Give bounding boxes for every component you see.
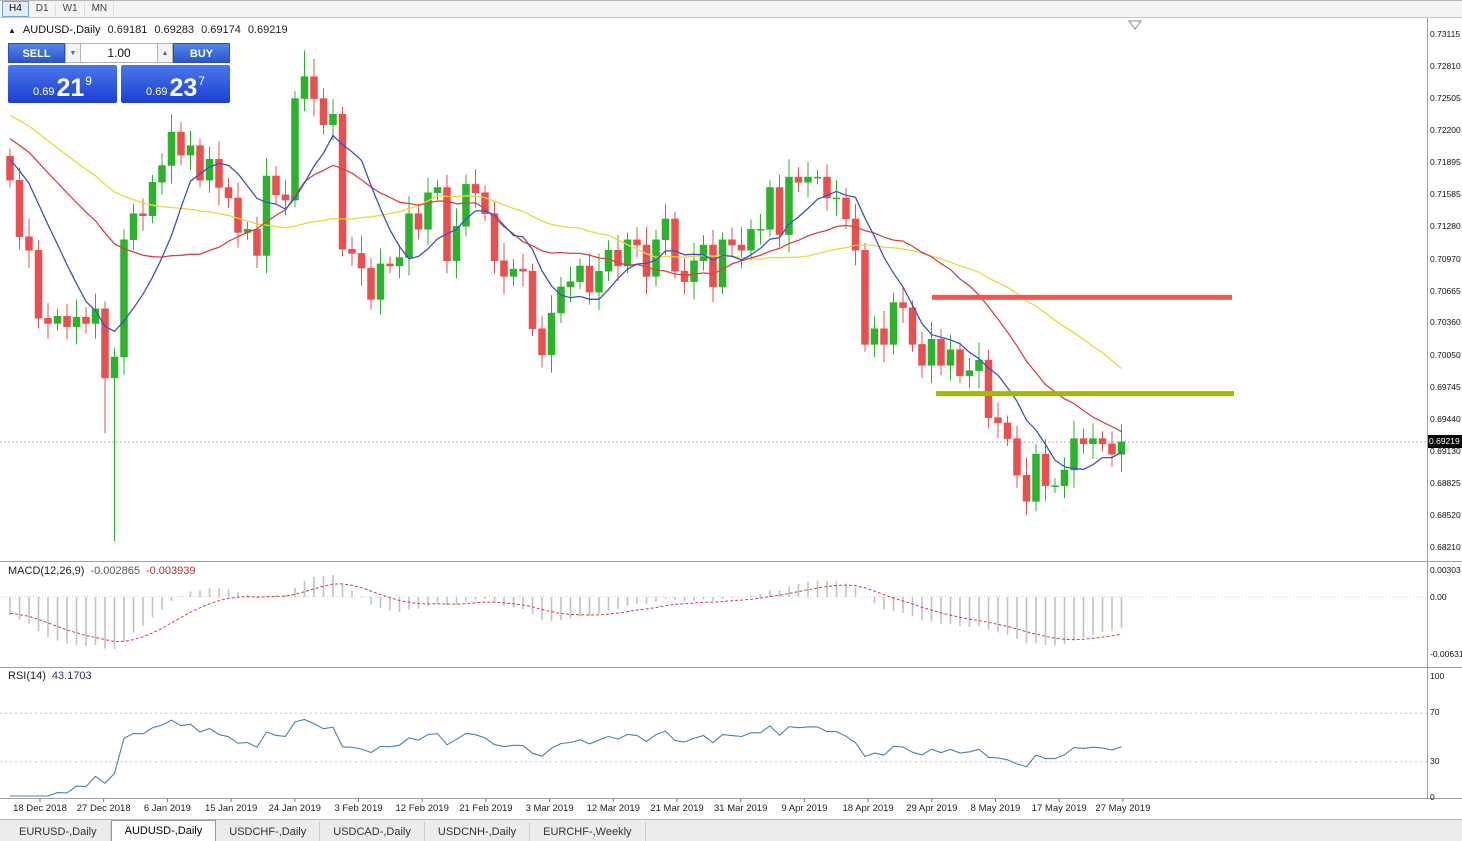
time-axis-label: 27 Dec 2018 <box>76 803 131 814</box>
time-axis-label: 15 Jan 2019 <box>204 803 258 814</box>
time-axis-label: 21 Mar 2019 <box>650 803 704 814</box>
time-axis-label: 12 Feb 2019 <box>395 803 449 814</box>
macd-signal-line <box>9 583 1122 643</box>
candles-group <box>6 50 1126 542</box>
symbol-title: AUDUSD-,Daily <box>22 24 101 36</box>
time-axis-label: 18 Dec 2018 <box>13 803 67 814</box>
ma-mid-red <box>9 138 1122 433</box>
chart-shift-marker-icon <box>1128 20 1142 30</box>
price-axis-label: 0.70050 <box>1430 349 1461 360</box>
chart-marker-icon: ▲ <box>8 25 16 35</box>
macd-indicator-label: MACD(12,26,9) -0.002865 -0.003939 <box>8 565 196 577</box>
timeframe-h4[interactable]: H4 <box>2 1 29 17</box>
sell-button[interactable]: SELL <box>8 43 65 63</box>
timeframe-w1[interactable]: W1 <box>56 1 85 17</box>
sell-quote-button[interactable]: 0.69 21 9 <box>8 65 117 103</box>
tab-audusd-daily[interactable]: AUDUSD-,Daily <box>110 820 217 841</box>
tab-eurchf-weekly[interactable]: EURCHF-,Weekly <box>530 822 646 841</box>
time-axis-label: 21 Feb 2019 <box>459 803 513 814</box>
price-axis-label: 0.70970 <box>1430 253 1461 264</box>
ma-slow-yellow <box>9 114 1122 370</box>
buy-price-point: 7 <box>198 74 205 88</box>
time-axis-label: 29 Apr 2019 <box>906 803 958 814</box>
time-axis-label: 27 May 2019 <box>1095 803 1151 814</box>
time-axis-label: 3 Feb 2019 <box>334 803 383 814</box>
time-axis-label: 31 Mar 2019 <box>714 803 768 814</box>
volume-increase-button[interactable]: ▲ <box>157 43 173 63</box>
time-axis-label: 24 Jan 2019 <box>268 803 321 814</box>
time-axis-label: 8 May 2019 <box>970 803 1021 814</box>
macd-histogram <box>9 574 1123 650</box>
price-axis-label: 0.71895 <box>1430 156 1461 167</box>
time-axis[interactable]: 18 Dec 2018 27 Dec 2018 6 Jan 2019 15 Jan 2… <box>0 798 1427 819</box>
buy-button[interactable]: BUY <box>173 43 230 63</box>
time-axis-label: 18 Apr 2019 <box>842 803 894 814</box>
rsi-axis-label: 70 <box>1430 707 1440 718</box>
sell-price-point: 9 <box>85 74 92 88</box>
timeframe-toolbar: H4 D1 W1 MN <box>0 1 1462 18</box>
price-axis-label: 0.68210 <box>1430 542 1461 553</box>
price-axis-label: 0.70665 <box>1430 285 1461 296</box>
time-axis-label: 12 Mar 2019 <box>586 803 640 814</box>
price-axis-label: 0.68825 <box>1430 478 1461 489</box>
resistance-line-red <box>932 294 1232 300</box>
volume-input[interactable] <box>81 43 157 63</box>
timeframe-mn[interactable]: MN <box>85 1 115 17</box>
price-axis-label: 0.69130 <box>1430 446 1461 457</box>
price-axis-label: 0.73115 <box>1430 29 1461 40</box>
time-axis-label: 17 May 2019 <box>1031 803 1087 814</box>
price-axis-label: 0.71280 <box>1430 221 1461 232</box>
price-axis-label: 0.72810 <box>1430 61 1461 72</box>
bar-high-value: 0.69283 <box>154 24 195 36</box>
tab-usdcad-daily[interactable]: USDCAD-,Daily <box>320 822 425 841</box>
volume-decrease-button[interactable]: ▼ <box>65 43 81 63</box>
support-line-olive <box>936 391 1234 397</box>
sell-price-pips: 21 <box>56 74 85 102</box>
timeframe-d1[interactable]: D1 <box>29 1 56 17</box>
bar-low-value: 0.69174 <box>201 24 241 36</box>
rsi-title: RSI(14) <box>8 670 46 682</box>
macd-axis-label: 0.00303 <box>1430 564 1461 575</box>
buy-quote-button[interactable]: 0.69 23 7 <box>121 65 230 103</box>
price-axis-label: 0.72200 <box>1430 124 1461 135</box>
bar-open-value: 0.69181 <box>107 24 148 36</box>
time-axis-label: 9 Apr 2019 <box>781 803 828 814</box>
chart-symbol-header: ▲ AUDUSD-,Daily 0.69181 0.69283 0.69174 … <box>8 24 288 36</box>
tab-usdcnh-daily[interactable]: USDCNH-,Daily <box>425 822 531 841</box>
macd-title: MACD(12,26,9) <box>8 565 85 577</box>
current-price-tag: 0.69219 <box>1428 435 1462 449</box>
quote-row: 0.69 21 9 0.69 23 7 <box>8 65 230 103</box>
price-axis[interactable]: 0.73115 0.72810 0.72505 0.72200 0.71895 0.715… <box>1428 1 1462 819</box>
buy-price-prefix: 0.69 <box>146 86 168 98</box>
tab-usdchf-daily[interactable]: USDCHF-,Daily <box>216 822 321 841</box>
trade-controls-row: SELL ▼ ▲ BUY <box>8 43 230 63</box>
time-axis-label: 6 Jan 2019 <box>143 803 191 814</box>
sell-price-prefix: 0.69 <box>33 86 55 98</box>
macd-axis-label: -0.00631 <box>1430 648 1462 659</box>
rsi-axis-label: 100 <box>1430 671 1445 681</box>
rsi-indicator-label: RSI(14) 43.1703 <box>8 670 92 682</box>
rsi-axis-label: 30 <box>1430 755 1440 766</box>
rsi-axis-label: 0 <box>1430 792 1435 802</box>
price-axis-label: 0.71585 <box>1430 189 1461 200</box>
price-axis-label: 0.69745 <box>1430 381 1461 392</box>
ma-fast-blue <box>9 134 1122 470</box>
price-axis-label: 0.70360 <box>1430 317 1461 328</box>
macd-main-value: -0.002865 <box>90 565 140 577</box>
price-axis-label: 0.69440 <box>1430 413 1461 424</box>
buy-price-pips: 23 <box>169 74 198 102</box>
chart-tabbar: EURUSD-,Daily AUDUSD-,Daily USDCHF-,Daily U… <box>0 819 1462 841</box>
rsi-line <box>10 718 1122 797</box>
tab-eurusd-daily[interactable]: EURUSD-,Daily <box>6 822 111 841</box>
time-axis-label: 3 Mar 2019 <box>525 803 574 814</box>
macd-signal-value: -0.003939 <box>145 565 196 577</box>
price-axis-label: 0.72505 <box>1430 93 1461 104</box>
price-axis-label: 0.68520 <box>1430 509 1461 520</box>
bar-close-value: 0.69219 <box>247 24 288 36</box>
rsi-value: 43.1703 <box>51 670 92 682</box>
macd-axis-label: 0.00 <box>1430 591 1447 602</box>
